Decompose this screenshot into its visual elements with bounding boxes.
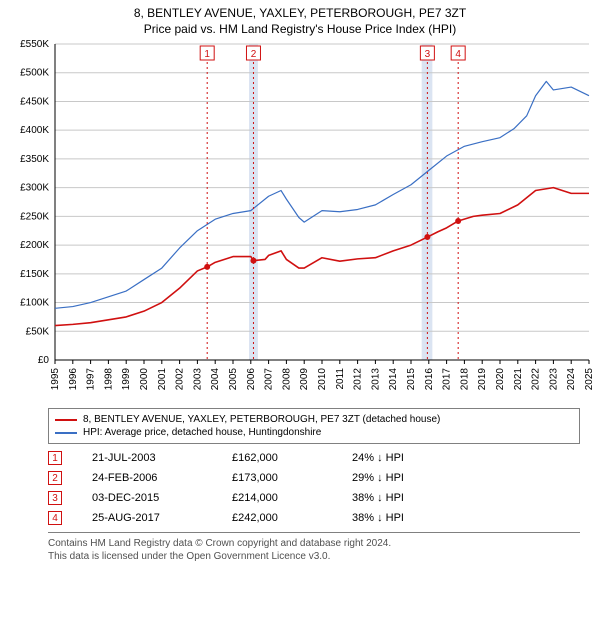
legend-label: HPI: Average price, detached house, Hunt…: [83, 427, 321, 438]
transaction-price: £173,000: [232, 472, 322, 484]
chart-header: 8, BENTLEY AVENUE, YAXLEY, PETERBOROUGH,…: [0, 0, 600, 38]
transaction-diff: 38% ↓ HPI: [352, 492, 462, 504]
transaction-row: 2 24-FEB-2006 £173,000 29% ↓ HPI: [48, 468, 580, 488]
svg-text:2013: 2013: [370, 368, 381, 391]
transaction-diff: 29% ↓ HPI: [352, 472, 462, 484]
transaction-diff: 24% ↓ HPI: [352, 452, 462, 464]
svg-text:2016: 2016: [424, 368, 435, 391]
svg-text:2024: 2024: [566, 368, 577, 391]
svg-text:2011: 2011: [335, 368, 346, 390]
svg-text:2005: 2005: [228, 368, 239, 391]
transaction-marker: 2: [48, 471, 62, 485]
svg-text:£200K: £200K: [20, 240, 49, 251]
svg-text:2018: 2018: [459, 368, 470, 391]
svg-text:1997: 1997: [86, 368, 97, 391]
svg-text:£0: £0: [38, 355, 50, 366]
svg-text:2006: 2006: [246, 368, 257, 391]
svg-text:£50K: £50K: [26, 326, 50, 337]
svg-text:2021: 2021: [513, 368, 524, 391]
legend-label: 8, BENTLEY AVENUE, YAXLEY, PETERBOROUGH,…: [83, 414, 440, 425]
footer-attribution: Contains HM Land Registry data © Crown c…: [48, 532, 580, 563]
svg-text:£150K: £150K: [20, 269, 49, 280]
svg-text:3: 3: [425, 49, 431, 60]
svg-text:2019: 2019: [477, 368, 488, 391]
transaction-row: 1 21-JUL-2003 £162,000 24% ↓ HPI: [48, 448, 580, 468]
legend-swatch: [55, 432, 77, 434]
svg-text:1996: 1996: [68, 368, 79, 391]
svg-text:2015: 2015: [406, 368, 417, 391]
legend-item: 8, BENTLEY AVENUE, YAXLEY, PETERBOROUGH,…: [55, 413, 573, 426]
transaction-diff: 38% ↓ HPI: [352, 512, 462, 524]
transaction-date: 03-DEC-2015: [92, 492, 202, 504]
transaction-price: £242,000: [232, 512, 322, 524]
transaction-marker: 4: [48, 511, 62, 525]
svg-text:2012: 2012: [353, 368, 364, 391]
transaction-row: 3 03-DEC-2015 £214,000 38% ↓ HPI: [48, 488, 580, 508]
chart-svg: £0 £50K £100K £150K £200K £250K £300K £350K £400…: [5, 38, 595, 402]
footer-line-2: This data is licensed under the Open Gov…: [48, 550, 580, 563]
svg-text:1999: 1999: [121, 368, 132, 391]
transactions-table: 1 21-JUL-2003 £162,000 24% ↓ HPI 2 24-FEB-200…: [48, 448, 580, 528]
svg-text:2: 2: [251, 49, 257, 60]
svg-text:2020: 2020: [495, 368, 506, 391]
legend: 8, BENTLEY AVENUE, YAXLEY, PETERBOROUGH,…: [48, 408, 580, 444]
chart-title: 8, BENTLEY AVENUE, YAXLEY, PETERBOROUGH,…: [0, 6, 600, 20]
transaction-price: £162,000: [232, 452, 322, 464]
chart-subtitle: Price paid vs. HM Land Registry's House …: [0, 22, 600, 36]
svg-text:2003: 2003: [192, 368, 203, 391]
svg-text:2025: 2025: [584, 368, 595, 391]
transaction-marker: 1: [48, 451, 62, 465]
svg-text:2002: 2002: [175, 368, 186, 391]
transaction-row: 4 25-AUG-2017 £242,000 38% ↓ HPI: [48, 508, 580, 528]
svg-text:4: 4: [455, 49, 461, 60]
svg-text:£300K: £300K: [20, 183, 49, 194]
svg-text:1998: 1998: [103, 368, 114, 391]
svg-text:2014: 2014: [388, 368, 399, 391]
transaction-date: 25-AUG-2017: [92, 512, 202, 524]
svg-text:2009: 2009: [299, 368, 310, 391]
svg-text:2022: 2022: [531, 368, 542, 391]
svg-text:£100K: £100K: [20, 298, 49, 309]
legend-swatch: [55, 419, 77, 421]
svg-text:1995: 1995: [50, 368, 61, 391]
svg-text:1: 1: [204, 49, 210, 60]
svg-text:£500K: £500K: [20, 68, 49, 79]
svg-text:2010: 2010: [317, 368, 328, 391]
transaction-date: 21-JUL-2003: [92, 452, 202, 464]
legend-item: HPI: Average price, detached house, Hunt…: [55, 426, 573, 439]
svg-text:2000: 2000: [139, 368, 150, 391]
svg-text:2001: 2001: [157, 368, 168, 391]
price-chart: £0 £50K £100K £150K £200K £250K £300K £350K £400…: [5, 38, 595, 402]
svg-text:2004: 2004: [210, 368, 221, 391]
svg-text:£350K: £350K: [20, 154, 49, 165]
svg-text:£450K: £450K: [20, 96, 49, 107]
footer-line-1: Contains HM Land Registry data © Crown c…: [48, 537, 580, 550]
svg-text:£550K: £550K: [20, 39, 49, 50]
svg-text:2017: 2017: [442, 368, 453, 391]
svg-text:2007: 2007: [264, 368, 275, 391]
svg-text:£250K: £250K: [20, 211, 49, 222]
svg-text:£400K: £400K: [20, 125, 49, 136]
svg-text:2008: 2008: [281, 368, 292, 391]
transaction-marker: 3: [48, 491, 62, 505]
svg-text:2023: 2023: [548, 368, 559, 391]
transaction-price: £214,000: [232, 492, 322, 504]
transaction-date: 24-FEB-2006: [92, 472, 202, 484]
